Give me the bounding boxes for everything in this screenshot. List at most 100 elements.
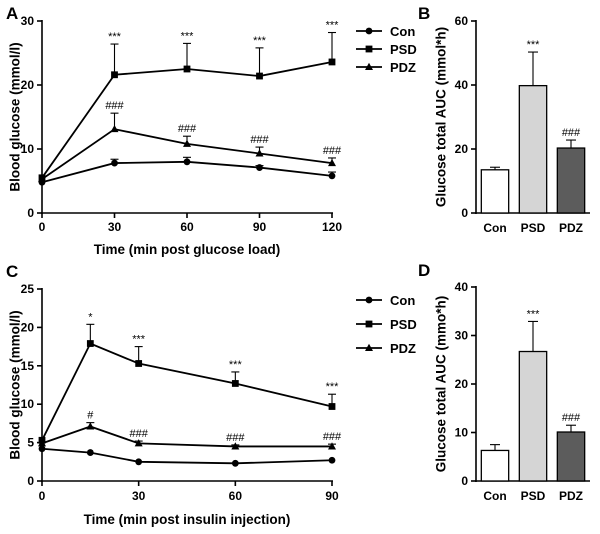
series-con — [38, 445, 336, 467]
significance-label: ### — [562, 412, 581, 424]
y-tick-label: 25 — [21, 282, 35, 296]
x-tick-label: 60 — [229, 489, 243, 503]
y-tick-label: 20 — [455, 142, 469, 156]
panel-letter: C — [6, 262, 18, 281]
data-point-pdz — [231, 442, 240, 450]
legend-marker-con — [365, 296, 373, 304]
x-axis-title: Time (min post insulin injection) — [84, 512, 291, 527]
panel-letter: A — [6, 4, 18, 23]
y-tick-label: 15 — [21, 359, 35, 373]
significance-label: ### — [250, 134, 269, 146]
data-point-pdz — [328, 442, 336, 450]
significance-label: *** — [253, 35, 267, 47]
significance-label: *** — [326, 381, 340, 393]
y-axis-title: Blood glucose (mmol/l) — [8, 42, 23, 191]
data-point-pdz — [38, 174, 46, 183]
series-line-pdz — [41, 425, 332, 448]
y-tick-label: 40 — [455, 78, 469, 92]
bar-con — [480, 449, 510, 482]
significance-label: *** — [527, 39, 541, 51]
legend: Con PSD PDZ — [356, 24, 417, 75]
category-label: Con — [483, 489, 506, 503]
category-label: PDZ — [559, 489, 583, 503]
y-axis-title: Glucose total AUC (mmo*h) — [434, 296, 449, 473]
y-tick-label: 60 — [455, 14, 469, 28]
x-tick-label: 30 — [132, 489, 146, 503]
data-point-con — [328, 456, 336, 464]
data-point-con — [38, 445, 46, 453]
category-label: PSD — [521, 489, 546, 503]
y-tick-label: 0 — [461, 206, 468, 220]
significance-label: *** — [108, 31, 122, 43]
data-point-con — [135, 458, 143, 466]
legend-marker-pdz — [365, 343, 373, 351]
legend-marker-pdz — [365, 62, 373, 70]
series-pdz: #### ### ### — [38, 410, 342, 450]
bar-con — [480, 169, 510, 214]
data-point-pdz — [255, 149, 264, 157]
data-point-con — [183, 158, 191, 166]
data-point-con — [86, 449, 94, 456]
y-tick-label: 40 — [455, 280, 469, 294]
bar-psd — [518, 350, 548, 482]
category-label: PDZ — [559, 221, 583, 235]
data-point-psd — [231, 380, 239, 387]
data-point-pdz — [86, 422, 95, 430]
y-tick-label: 10 — [21, 397, 35, 411]
series-line-con — [41, 447, 333, 465]
data-point-con — [111, 159, 118, 167]
significance-label: *** — [527, 308, 541, 320]
legend-label: Con — [390, 24, 415, 39]
panel-c-line-chart: C 0 5 10 15 20 25 0 30 60 90 Time (min post insulin… — [6, 262, 417, 527]
significance-label: ### — [178, 123, 197, 135]
bar-pdz — [556, 147, 586, 214]
x-tick-label: 90 — [325, 489, 339, 503]
significance-label: # — [87, 410, 94, 422]
legend-marker-psd — [365, 45, 373, 53]
data-point-psd — [111, 71, 118, 79]
series-pdz: ### ### ### ### — [38, 100, 342, 183]
panel-letter: B — [418, 4, 430, 23]
y-tick-label: 10 — [21, 142, 35, 156]
significance-label: *** — [229, 359, 243, 371]
significance-label: ### — [323, 431, 342, 443]
panel-letter: D — [418, 261, 430, 280]
y-tick-label: 30 — [21, 14, 35, 28]
data-point-con — [231, 459, 239, 467]
series-psd: ********** — [38, 311, 340, 444]
x-tick-label: 90 — [253, 220, 267, 234]
data-point-psd — [183, 65, 191, 73]
y-tick-label: 0 — [461, 474, 468, 488]
y-tick-label: 10 — [455, 426, 469, 440]
significance-label: *** — [181, 30, 195, 42]
legend-marker-psd — [365, 320, 373, 328]
y-tick-label: 20 — [455, 377, 469, 391]
category-label: Con — [483, 221, 506, 235]
series-line-psd — [41, 342, 333, 441]
legend-label: PDZ — [390, 341, 416, 356]
significance-label: ### — [323, 145, 342, 157]
category-label: PSD — [521, 221, 546, 235]
x-tick-label: 120 — [322, 220, 342, 234]
panel-a-line-chart: A 0 10 20 30 0 30 60 90 120 Time (min post glucose… — [6, 4, 417, 257]
legend-label: PSD — [390, 42, 417, 57]
data-point-psd — [256, 72, 263, 80]
x-tick-label: 30 — [108, 220, 122, 234]
legend-label: Con — [390, 293, 415, 308]
data-point-psd — [328, 403, 336, 410]
data-point-psd — [86, 340, 94, 347]
y-tick-label: 5 — [27, 436, 34, 450]
significance-label: ### — [226, 432, 245, 444]
x-tick-label: 0 — [39, 489, 46, 503]
data-point-con — [256, 164, 263, 171]
y-axis-title: Glucose total AUC (mmol*h) — [434, 27, 449, 207]
y-axis-title: Blood glucose (mmol/l) — [8, 310, 23, 459]
data-point-con — [328, 172, 336, 180]
legend: Con PSD PDZ — [356, 293, 417, 356]
x-axis-title: Time (min post glucose load) — [94, 242, 281, 257]
y-tick-label: 20 — [21, 320, 35, 334]
legend-label: PDZ — [390, 60, 416, 75]
y-tick-label: 0 — [27, 206, 34, 220]
legend-label: PSD — [390, 317, 417, 332]
